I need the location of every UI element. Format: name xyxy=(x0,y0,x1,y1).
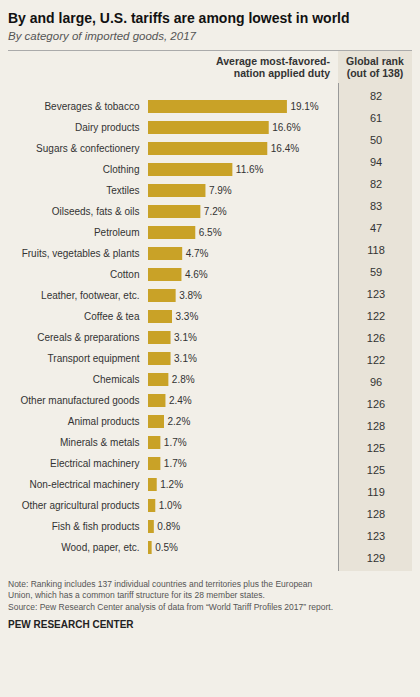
svg-text:3.1%: 3.1% xyxy=(174,332,197,343)
svg-text:1.7%: 1.7% xyxy=(164,437,187,448)
svg-text:94: 94 xyxy=(370,156,382,168)
svg-text:47: 47 xyxy=(370,222,382,234)
svg-text:Other agricultural products: Other agricultural products xyxy=(22,500,140,511)
svg-text:Clothing: Clothing xyxy=(103,164,140,175)
svg-text:96: 96 xyxy=(370,376,382,388)
svg-text:2.4%: 2.4% xyxy=(169,395,192,406)
svg-text:7.9%: 7.9% xyxy=(209,185,232,196)
svg-text:123: 123 xyxy=(367,530,385,542)
svg-text:Chemicals: Chemicals xyxy=(93,374,140,385)
svg-text:16.4%: 16.4% xyxy=(271,143,299,154)
svg-text:128: 128 xyxy=(367,420,385,432)
svg-text:50: 50 xyxy=(370,134,382,146)
svg-text:122: 122 xyxy=(367,310,385,322)
svg-text:Coffee & tea: Coffee & tea xyxy=(84,311,140,322)
svg-text:7.2%: 7.2% xyxy=(204,206,227,217)
svg-text:Dairy products: Dairy products xyxy=(75,122,139,133)
svg-text:126: 126 xyxy=(367,398,385,410)
svg-text:83: 83 xyxy=(370,200,382,212)
svg-text:6.5%: 6.5% xyxy=(199,227,222,238)
svg-text:Cotton: Cotton xyxy=(110,269,139,280)
svg-text:4.7%: 4.7% xyxy=(186,248,209,259)
svg-text:Textiles: Textiles xyxy=(106,185,139,196)
html-text:Global rank (out of 138): Global rank (out of 138) xyxy=(346,55,404,79)
svg-text:125: 125 xyxy=(367,442,385,454)
svg-text:Oilseeds, fats & oils: Oilseeds, fats & oils xyxy=(52,206,140,217)
svg-text:118: 118 xyxy=(367,244,385,256)
svg-text:125: 125 xyxy=(367,464,385,476)
svg-text:3.1%: 3.1% xyxy=(174,353,197,364)
svg-text:Fish & fish products: Fish & fish products xyxy=(52,521,140,532)
svg-text:82: 82 xyxy=(370,178,382,190)
html-text:By category of imported goods,: By category of imported goods, 2017 xyxy=(8,30,196,42)
svg-text:82: 82 xyxy=(370,90,382,102)
svg-text:19.1%: 19.1% xyxy=(290,101,318,112)
svg-text:11.6%: 11.6% xyxy=(236,164,264,175)
svg-text:3.8%: 3.8% xyxy=(179,290,202,301)
svg-text:Leather, footwear, etc.: Leather, footwear, etc. xyxy=(41,290,139,301)
svg-text:126: 126 xyxy=(367,332,385,344)
svg-text:119: 119 xyxy=(367,486,385,498)
svg-text:Non-electrical machinery: Non-electrical machinery xyxy=(29,479,139,490)
html-text:By and large, U.S. tariffs are: By and large, U.S. tariffs are among low… xyxy=(8,10,350,26)
svg-text:1.7%: 1.7% xyxy=(164,458,187,469)
svg-text:61: 61 xyxy=(370,112,382,124)
svg-text:1.2%: 1.2% xyxy=(160,479,183,490)
svg-text:4.6%: 4.6% xyxy=(185,269,208,280)
svg-text:Sugars & confectionery: Sugars & confectionery xyxy=(36,143,139,154)
svg-text:123: 123 xyxy=(367,288,385,300)
svg-text:Beverages & tobacco: Beverages & tobacco xyxy=(44,101,139,112)
html-text:Average most-favored- nation a: Average most-favored- nation applied dut… xyxy=(216,55,330,79)
svg-text:3.3%: 3.3% xyxy=(176,311,199,322)
svg-text:Fruits, vegetables & plants: Fruits, vegetables & plants xyxy=(22,248,140,259)
svg-text:59: 59 xyxy=(370,266,382,278)
svg-text:128: 128 xyxy=(367,508,385,520)
svg-text:0.5%: 0.5% xyxy=(155,542,178,553)
html-text:PEW RESEARCH CENTER: PEW RESEARCH CENTER xyxy=(8,619,134,631)
svg-text:Animal products: Animal products xyxy=(68,416,140,427)
svg-text:Minerals & metals: Minerals & metals xyxy=(60,437,139,448)
svg-text:16.6%: 16.6% xyxy=(272,122,300,133)
svg-text:0.8%: 0.8% xyxy=(157,521,180,532)
svg-text:Petroleum: Petroleum xyxy=(94,227,140,238)
svg-text:1.0%: 1.0% xyxy=(159,500,182,511)
svg-text:2.2%: 2.2% xyxy=(168,416,191,427)
svg-text:Other manufactured goods: Other manufactured goods xyxy=(21,395,140,406)
svg-text:122: 122 xyxy=(367,354,385,366)
svg-text:Cereals & preparations: Cereals & preparations xyxy=(37,332,139,343)
svg-text:129: 129 xyxy=(367,552,385,564)
html-text:Note: Ranking includes 137 ind: Note: Ranking includes 137 individual co… xyxy=(8,579,333,612)
svg-text:2.8%: 2.8% xyxy=(172,374,195,385)
svg-text:Electrical machinery: Electrical machinery xyxy=(50,458,139,469)
svg-text:Wood, paper, etc.: Wood, paper, etc. xyxy=(61,542,139,553)
svg-text:Transport equipment: Transport equipment xyxy=(48,353,140,364)
